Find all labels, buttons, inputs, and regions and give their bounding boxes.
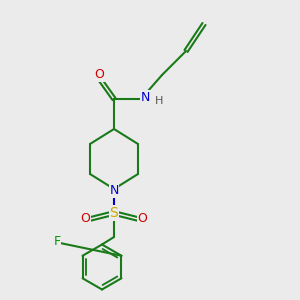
Text: F: F bbox=[53, 235, 61, 248]
Text: O: O bbox=[94, 68, 104, 82]
Text: N: N bbox=[141, 91, 150, 104]
Text: H: H bbox=[155, 95, 163, 106]
Text: O: O bbox=[81, 212, 90, 226]
Text: S: S bbox=[110, 206, 118, 220]
Text: N: N bbox=[109, 184, 119, 197]
Text: O: O bbox=[138, 212, 147, 226]
